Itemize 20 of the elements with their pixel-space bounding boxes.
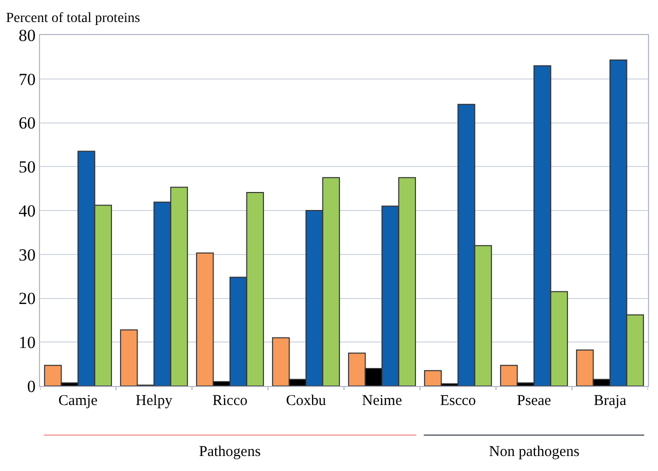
y-tick-label: 60 (18, 114, 36, 133)
y-tick-label: 50 (18, 158, 36, 177)
y-tick-label: 20 (18, 289, 36, 308)
x-tick-label: Pseae (516, 393, 552, 409)
x-tick-label: Camje (58, 393, 98, 409)
text: Pathogens (199, 444, 261, 460)
y-tick-label: 0 (27, 376, 36, 396)
x-tick-label: Coxbu (286, 393, 326, 409)
y-tick-label: 30 (18, 245, 36, 264)
y-axis-title: Percent of total proteins (6, 11, 140, 26)
y-tick-label: 10 (18, 333, 36, 352)
x-tick-label: Neime (362, 393, 402, 409)
x-tick-label: Braja (594, 393, 627, 409)
y-tick-label: 80 (18, 26, 36, 45)
x-tick-label: Ricco (212, 393, 248, 409)
x-tick-label: Helpy (136, 393, 173, 409)
y-tick-label: 40 (18, 201, 36, 220)
y-tick-label: 70 (18, 70, 36, 89)
text: Non pathogens (489, 444, 580, 460)
x-tick-label: Escco (440, 393, 476, 409)
